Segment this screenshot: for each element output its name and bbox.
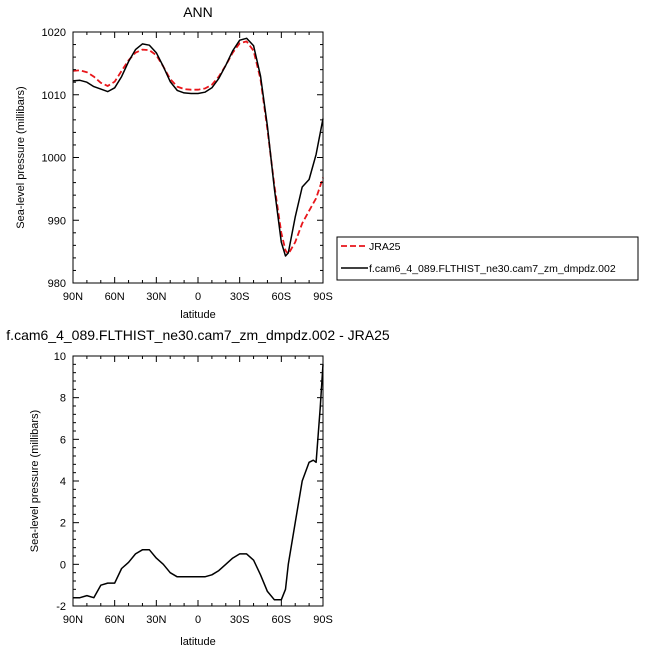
top-y-tick-labels: 980 990 1000 1010 1020 [42, 27, 66, 290]
top-series-line-f-cam6-4-089-flthist-ne30-cam7-zm-dmpdz-002 [72, 37, 324, 257]
bottom-y-tick-label: 0 [60, 559, 66, 571]
bottom-series-layer [73, 364, 324, 601]
bottom-x-tick-label: 60S [272, 614, 292, 626]
bottom-y-tick-label: -2 [56, 601, 66, 613]
bottom-chart-title: f.cam6_4_089.FLTHIST_ne30.cam7_zm_dmpdz.… [6, 327, 390, 343]
bottom-x-axis-label: latitude [180, 636, 215, 648]
bottom-y-axis-label: Sea-level pressure (millibars) [29, 410, 41, 552]
bottom-y-tick-label: 2 [60, 518, 66, 530]
bottom-series-line-diff-0 [73, 364, 324, 601]
top-x-tick-label: 30N [146, 291, 166, 303]
top-ticks [72, 31, 324, 284]
bottom-x-tick-label: 90N [63, 614, 83, 626]
legend-label-jra25: JRA25 [369, 241, 401, 253]
top-y-axis-label: Sea-level pressure (millibars) [15, 86, 27, 228]
bottom-y-tick-labels: -2 0 2 4 6 8 10 [54, 351, 66, 613]
top-y-tick-label: 980 [48, 278, 66, 290]
top-series-layer [72, 37, 324, 257]
legend-frame [336, 236, 639, 281]
top-x-axis-label: latitude [180, 309, 215, 321]
top-x-tick-label: 60S [272, 291, 292, 303]
bottom-x-tick-label: 30S [230, 614, 250, 626]
top-panel: ANN 90N 60N 30N 0 30S 60S 90S 980 990 1000 1010 10… [15, 4, 639, 321]
top-x-tick-label: 0 [195, 291, 201, 303]
top-x-tick-label: 30S [230, 291, 250, 303]
top-x-tick-label: 60N [105, 291, 125, 303]
bottom-y-tick-label: 8 [60, 393, 66, 405]
top-x-tick-labels: 90N 60N 30N 0 30S 60S 90S [63, 291, 333, 303]
bottom-ticks [72, 355, 324, 607]
top-series-line-jra25 [72, 40, 324, 255]
bottom-y-tick-label: 6 [60, 434, 66, 446]
top-x-tick-label: 90N [63, 291, 83, 303]
top-plot-frame [72, 31, 324, 284]
legend-label-model: f.cam6_4_089.FLTHIST_ne30.cam7_zm_dmpdz.… [369, 263, 616, 275]
top-y-tick-label: 1010 [42, 90, 66, 102]
top-y-tick-label: 1000 [42, 153, 66, 165]
top-legend: JRA25 f.cam6_4_089.FLTHIST_ne30.cam7_zm_… [336, 236, 639, 281]
bottom-x-tick-label: 60N [105, 614, 125, 626]
top-y-tick-label: 1020 [42, 27, 66, 39]
bottom-panel: f.cam6_4_089.FLTHIST_ne30.cam7_zm_dmpdz.… [6, 327, 390, 648]
bottom-x-tick-labels: 90N 60N 30N 0 30S 60S 90S [63, 614, 333, 626]
bottom-x-tick-label: 90S [313, 614, 333, 626]
bottom-plot-frame [72, 355, 324, 607]
top-x-tick-label: 90S [313, 291, 333, 303]
bottom-x-tick-label: 0 [195, 614, 201, 626]
top-chart-title: ANN [183, 4, 213, 20]
top-y-tick-label: 990 [48, 215, 66, 227]
bottom-y-tick-label: 4 [60, 476, 66, 488]
bottom-y-tick-label: 10 [54, 351, 66, 363]
bottom-x-tick-label: 30N [146, 614, 166, 626]
